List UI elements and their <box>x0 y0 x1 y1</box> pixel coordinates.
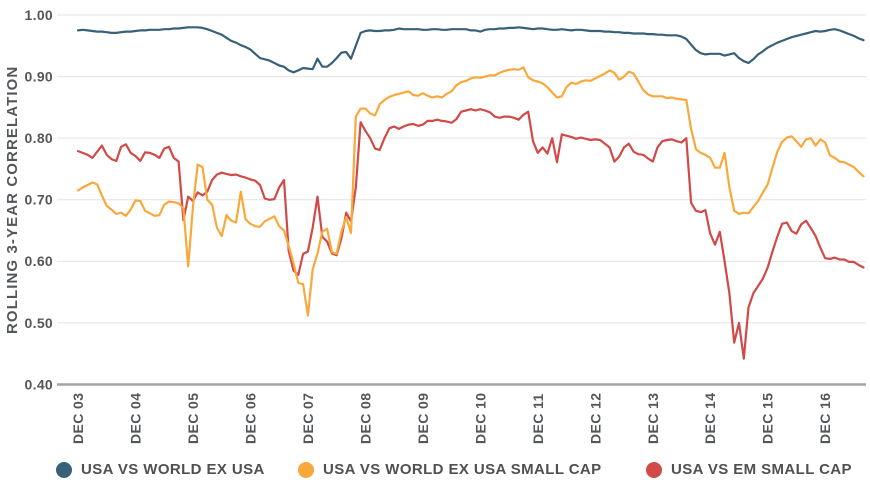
x-tick-label: DEC 13 <box>645 393 661 444</box>
y-tick-label: 0.50 <box>25 315 53 331</box>
legend-dot-icon <box>646 461 662 478</box>
x-tick-label: DEC 03 <box>70 393 86 444</box>
x-tick-label: DEC 08 <box>357 393 373 444</box>
chart-svg: 1.00 0.90 0.80 0.70 0.60 0.50 0.40 DEC 03 DEC 04… <box>4 7 866 444</box>
legend-label: USA VS EM SMALL CAP <box>671 461 852 478</box>
legend-item-usa-vs-world-ex-usa-small-cap: USA VS WORLD EX USA SMALL CAP <box>298 461 602 478</box>
y-axis-title: ROLLING 3-YEAR CORRELATION <box>4 66 21 334</box>
x-tick-label: DEC 12 <box>587 393 603 444</box>
x-tick-label: DEC 16 <box>817 393 833 444</box>
y-tick-label: 0.90 <box>25 68 53 84</box>
legend-label: USA VS WORLD EX USA SMALL CAP <box>323 461 602 478</box>
y-tick-label: 0.60 <box>25 253 53 269</box>
series-line-usa-vs-em-small-cap <box>76 108 865 360</box>
x-tick-label: DEC 09 <box>415 393 431 444</box>
legend-item-usa-vs-em-small-cap: USA VS EM SMALL CAP <box>646 461 852 478</box>
legend-item-usa-vs-world-ex-usa: USA VS WORLD EX USA <box>56 461 265 478</box>
x-tick-label: DEC 15 <box>760 393 776 444</box>
y-tick-label: 0.40 <box>25 376 53 392</box>
correlation-chart: 1.00 0.90 0.80 0.70 0.60 0.50 0.40 DEC 03 DEC 04… <box>4 7 866 444</box>
x-tick-label: DEC 10 <box>472 393 488 444</box>
y-tick-label: 0.80 <box>25 130 53 146</box>
chart-legend: USA VS WORLD EX USA USA VS WORLD EX USA … <box>0 461 870 491</box>
legend-dot-icon <box>56 461 72 478</box>
x-tick-label: DEC 05 <box>185 393 201 444</box>
x-tick-label: DEC 06 <box>242 393 258 444</box>
series-line-usa-vs-world-ex-usa-small-cap <box>76 66 865 317</box>
series-line-usa-vs-world-ex-usa <box>76 26 865 74</box>
x-tick-label: DEC 11 <box>530 393 546 444</box>
y-tick-label: 1.00 <box>25 7 53 23</box>
legend-label: USA VS WORLD EX USA <box>81 461 265 478</box>
x-tick-label: DEC 14 <box>702 393 718 444</box>
x-tick-label: DEC 04 <box>127 393 143 444</box>
x-tick-label: DEC 07 <box>300 393 316 444</box>
legend-dot-icon <box>298 461 314 478</box>
y-tick-label: 0.70 <box>25 192 53 208</box>
